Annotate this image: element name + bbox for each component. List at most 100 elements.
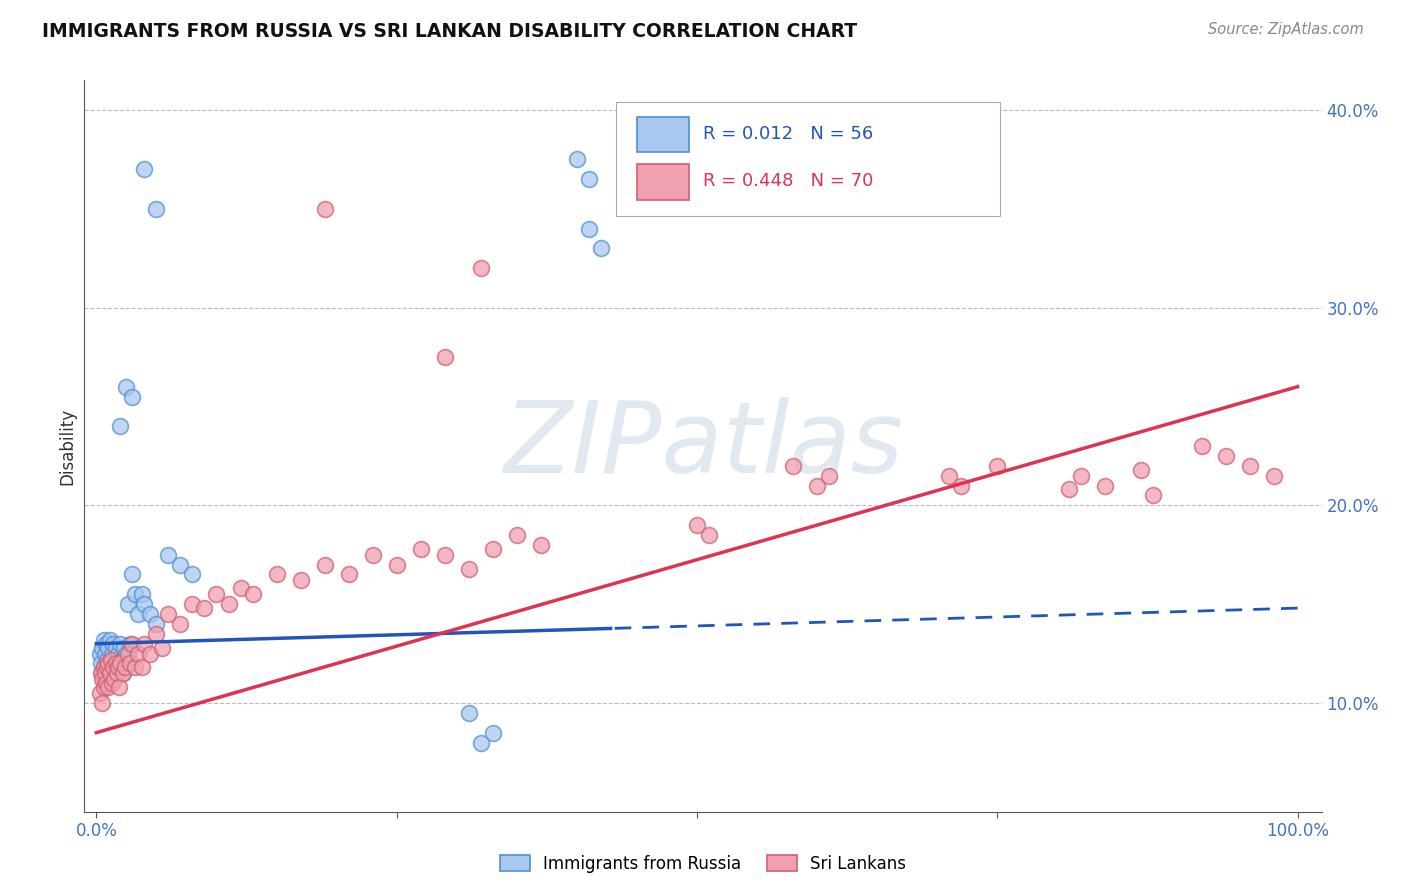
Point	[131, 587, 153, 601]
Point	[96, 660, 118, 674]
Point	[134, 162, 156, 177]
Point	[118, 657, 141, 671]
Point	[470, 261, 492, 276]
Point	[950, 478, 973, 492]
Text: Source: ZipAtlas.com: Source: ZipAtlas.com	[1208, 22, 1364, 37]
Point	[97, 680, 120, 694]
Legend: Immigrants from Russia, Sri Lankans: Immigrants from Russia, Sri Lankans	[494, 848, 912, 880]
Point	[115, 647, 138, 661]
Point	[93, 680, 115, 694]
Point	[118, 637, 141, 651]
Point	[169, 558, 191, 572]
Point	[457, 561, 479, 575]
Point	[134, 637, 156, 651]
Point	[686, 518, 709, 533]
Point	[409, 541, 432, 556]
Point	[110, 657, 132, 671]
Point	[145, 202, 167, 216]
Point	[818, 468, 841, 483]
Point	[578, 172, 600, 186]
Point	[94, 666, 117, 681]
Point	[131, 660, 153, 674]
Point	[1094, 478, 1116, 492]
Point	[470, 735, 492, 749]
Point	[96, 652, 118, 666]
Point	[181, 597, 204, 611]
Point	[105, 657, 128, 671]
Point	[103, 673, 125, 687]
Point	[94, 660, 117, 674]
Point	[91, 640, 114, 655]
Point	[938, 468, 960, 483]
Point	[506, 528, 529, 542]
Point	[1130, 463, 1153, 477]
Point	[481, 541, 503, 556]
Point	[290, 574, 312, 588]
Point	[94, 637, 117, 651]
Point	[152, 640, 174, 655]
Point	[986, 458, 1008, 473]
Point	[98, 632, 121, 647]
Point	[107, 647, 129, 661]
Point	[103, 660, 125, 674]
Point	[169, 616, 191, 631]
Point	[121, 567, 143, 582]
Point	[100, 666, 122, 681]
Point	[218, 597, 240, 611]
Point	[103, 652, 125, 666]
Point	[110, 419, 132, 434]
Point	[1191, 439, 1213, 453]
Point	[121, 390, 143, 404]
Point	[96, 666, 118, 681]
Point	[98, 666, 121, 681]
Point	[481, 725, 503, 739]
Point	[94, 647, 117, 661]
Point	[112, 640, 135, 655]
Bar	[637, 164, 689, 200]
Point	[103, 666, 125, 681]
Y-axis label: Disability: Disability	[58, 408, 76, 484]
Point	[1059, 483, 1081, 497]
Point	[97, 657, 120, 671]
Point	[124, 660, 146, 674]
Point	[361, 548, 384, 562]
Point	[97, 676, 120, 690]
Point	[105, 666, 128, 681]
Point	[124, 587, 146, 601]
Point	[433, 350, 456, 364]
Point	[242, 587, 264, 601]
Point	[139, 647, 162, 661]
Point	[94, 676, 117, 690]
Point	[385, 558, 408, 572]
Point	[101, 660, 124, 674]
Point	[108, 680, 131, 694]
Point	[93, 632, 115, 647]
Point	[1142, 488, 1164, 502]
Point	[1239, 458, 1261, 473]
Point	[101, 676, 124, 690]
Text: ZIPatlas: ZIPatlas	[503, 398, 903, 494]
Point	[193, 601, 215, 615]
Point	[337, 567, 360, 582]
Point	[457, 706, 479, 720]
Point	[157, 548, 180, 562]
Point	[139, 607, 162, 621]
Point	[314, 202, 336, 216]
Point	[145, 627, 167, 641]
Point	[93, 660, 115, 674]
Text: R = 0.448   N = 70: R = 0.448 N = 70	[703, 172, 873, 190]
Point	[107, 660, 129, 674]
Point	[91, 666, 114, 681]
Text: IMMIGRANTS FROM RUSSIA VS SRI LANKAN DISABILITY CORRELATION CHART: IMMIGRANTS FROM RUSSIA VS SRI LANKAN DIS…	[42, 22, 858, 41]
Point	[110, 652, 132, 666]
Point	[127, 607, 149, 621]
Point	[433, 548, 456, 562]
Bar	[637, 117, 689, 152]
Point	[314, 558, 336, 572]
Point	[90, 666, 112, 681]
Point	[94, 673, 117, 687]
Point	[91, 696, 114, 710]
Point	[93, 660, 115, 674]
Point	[89, 647, 111, 661]
Point	[91, 673, 114, 687]
